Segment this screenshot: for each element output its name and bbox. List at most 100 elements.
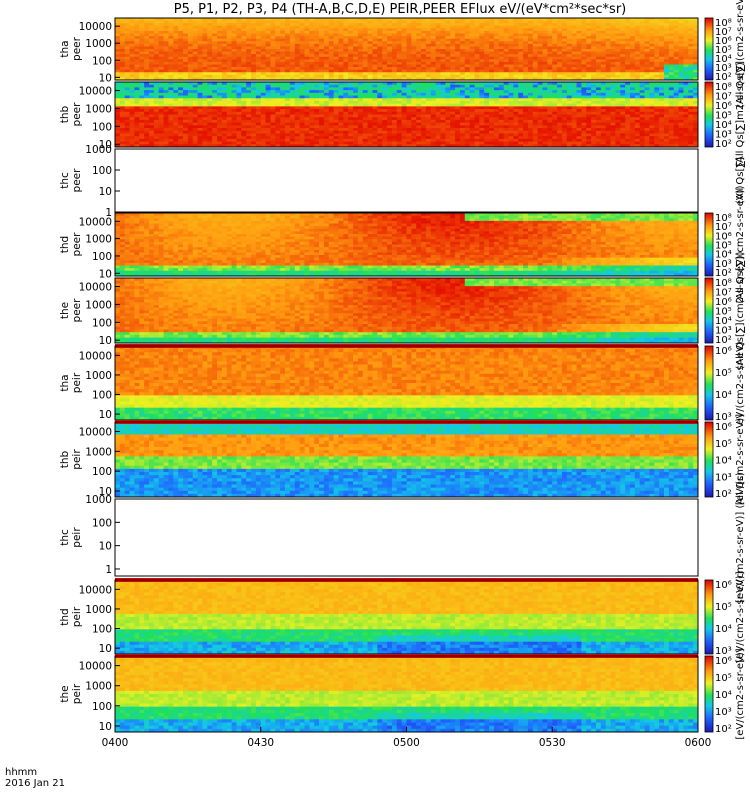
heatmap-cell — [246, 49, 251, 52]
heatmap-cell — [256, 23, 261, 26]
heatmap-cell — [266, 28, 271, 31]
heatmap-cell — [572, 62, 577, 65]
heatmap-cell — [300, 21, 305, 24]
heatmap-cell — [499, 36, 504, 39]
heatmap-cell — [567, 52, 572, 55]
heatmap-cell — [368, 139, 373, 142]
heatmap-cell — [149, 49, 154, 52]
heatmap-cell — [411, 62, 416, 65]
heatmap-cell — [615, 65, 620, 68]
heatmap-cell — [202, 139, 207, 142]
heatmap-cell — [625, 65, 630, 68]
heatmap-cell — [173, 67, 178, 70]
heatmap-cell — [193, 57, 198, 60]
heatmap-cell — [241, 112, 246, 115]
heatmap-cell — [154, 67, 159, 70]
heatmap-cell — [489, 115, 494, 118]
heatmap-cell — [445, 101, 450, 104]
heatmap-cell — [513, 139, 518, 142]
heatmap-cell — [411, 52, 416, 55]
heatmap-cell — [509, 104, 514, 107]
heatmap-cell — [139, 128, 144, 131]
heatmap-cell — [479, 104, 484, 107]
heatmap-cell — [198, 101, 203, 104]
heatmap-cell — [358, 49, 363, 52]
heatmap-cell — [193, 109, 198, 112]
heatmap-cell — [625, 62, 630, 65]
heatmap-cell — [445, 21, 450, 24]
heatmap-cell — [295, 112, 300, 115]
heatmap-cell — [392, 96, 397, 99]
heatmap-cell — [300, 28, 305, 31]
heatmap-cell — [538, 23, 543, 26]
heatmap-cell — [494, 85, 499, 88]
heatmap-cell — [304, 117, 309, 120]
heatmap-cell — [649, 59, 654, 62]
heatmap-cell — [363, 96, 368, 99]
heatmap-cell — [601, 59, 606, 62]
heatmap-cell — [460, 120, 465, 123]
heatmap-cell — [547, 39, 552, 42]
heatmap-cell — [591, 59, 596, 62]
heatmap-cell — [304, 59, 309, 62]
heatmap-cell — [372, 26, 377, 29]
heatmap-cell — [256, 41, 261, 44]
heatmap-cell — [372, 28, 377, 31]
heatmap-cell — [494, 46, 499, 49]
heatmap-cell — [402, 139, 407, 142]
heatmap-cell — [222, 120, 227, 123]
heatmap-cell — [256, 93, 261, 96]
colorbar-tick-label: 10⁸ — [715, 18, 732, 29]
heatmap-cell — [348, 112, 353, 115]
heatmap-cell — [280, 123, 285, 126]
heatmap-cell — [484, 117, 489, 120]
heatmap-cell — [509, 75, 514, 78]
heatmap-cell — [256, 131, 261, 134]
heatmap-cell — [338, 26, 343, 29]
heatmap-cell — [290, 106, 295, 109]
heatmap-cell — [329, 123, 334, 126]
heatmap-cell — [183, 115, 188, 118]
heatmap-cell — [348, 106, 353, 109]
heatmap-cell — [144, 125, 149, 128]
heatmap-cell — [188, 31, 193, 34]
heatmap-cell — [543, 52, 548, 55]
heatmap-cell — [353, 128, 358, 131]
heatmap-cell — [455, 112, 460, 115]
heatmap-cell — [120, 120, 125, 123]
heatmap-cell — [358, 136, 363, 139]
heatmap-cell — [669, 65, 674, 68]
heatmap-cell — [246, 70, 251, 73]
heatmap-cell — [387, 93, 392, 96]
heatmap-cell — [275, 117, 280, 120]
heatmap-cell — [465, 67, 470, 70]
heatmap-cell — [202, 75, 207, 78]
heatmap-cell — [411, 98, 416, 101]
heatmap-cell — [416, 98, 421, 101]
heatmap-cell — [300, 93, 305, 96]
heatmap-cell — [329, 75, 334, 78]
heatmap-thb-peer — [115, 82, 698, 147]
heatmap-cell — [134, 34, 139, 37]
heatmap-cell — [178, 131, 183, 134]
heatmap-cell — [533, 139, 538, 142]
heatmap-cell — [431, 90, 436, 93]
heatmap-cell — [645, 23, 650, 26]
heatmap-cell — [130, 101, 135, 104]
heatmap-cell — [251, 70, 256, 73]
heatmap-cell — [504, 34, 509, 37]
heatmap-cell — [620, 34, 625, 37]
heatmap-cell — [115, 65, 120, 68]
heatmap-cell — [509, 90, 514, 93]
heatmap-cell — [484, 128, 489, 131]
heatmap-cell — [178, 34, 183, 37]
heatmap-cell — [309, 52, 314, 55]
heatmap-cell — [645, 75, 650, 78]
heatmap-cell — [300, 136, 305, 139]
heatmap-cell — [202, 109, 207, 112]
heatmap-cell — [348, 101, 353, 104]
heatmap-cell — [635, 67, 640, 70]
heatmap-cell — [295, 62, 300, 65]
heatmap-cell — [455, 106, 460, 109]
heatmap-cell — [202, 49, 207, 52]
